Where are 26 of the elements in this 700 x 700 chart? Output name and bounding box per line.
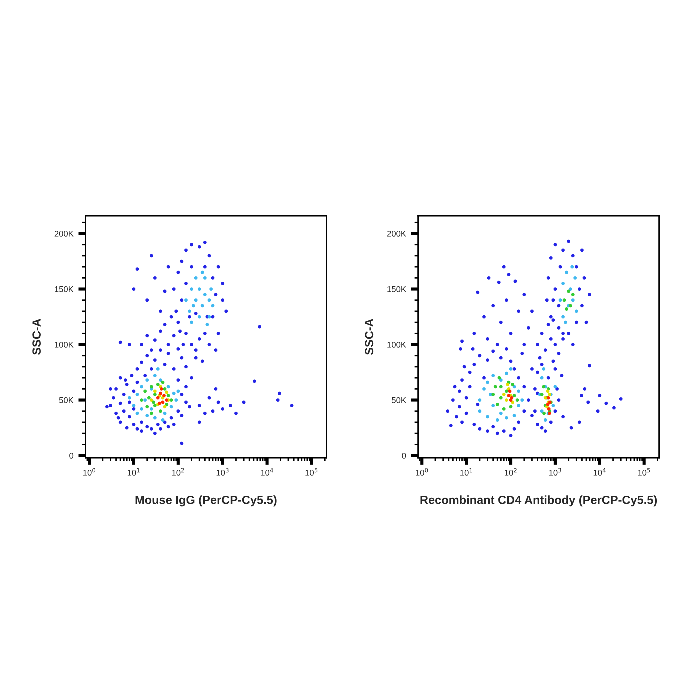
x-tick-label: 10$^{0}$ [416, 468, 428, 476]
x-tick-label: 10$^{0}$ [84, 468, 96, 476]
x-tick-label: 10$^{4}$ [594, 468, 606, 476]
x-tick-label: 10$^{2}$ [504, 468, 517, 476]
x-tick-label: 10$^{5}$ [306, 468, 318, 476]
x-tick-label: 10$^{1}$ [460, 468, 472, 476]
y-tick-label: 50K [392, 397, 406, 404]
x-axis-title: Mouse IgG (PerCP-Cy5.5) [136, 496, 277, 507]
y-tick-label: 100K [388, 342, 406, 348]
x-tick-label: 10$^{5}$ [638, 468, 650, 476]
y-tick-label: 50K [59, 397, 74, 404]
x-tick-label: 10$^{4}$ [261, 468, 274, 476]
y-tick-label: 200K [54, 230, 74, 237]
x-tick-label: 10$^{2}$ [172, 468, 184, 476]
y-tick-label: 0 [70, 452, 74, 459]
y-tick-label: 100K [55, 342, 74, 348]
x-axis-title: Recombinant CD4 Antibody (PerCP-Cy5.5) [420, 496, 658, 507]
y-axis-title: SSC-A [365, 318, 374, 356]
y-tick-label: 0 [402, 452, 406, 459]
x-tick-label: 10$^{3}$ [549, 468, 562, 476]
x-tick-label: 10$^{3}$ [216, 468, 229, 476]
x-tick-label: 10$^{1}$ [128, 468, 140, 476]
y-tick-label: 150K [388, 286, 406, 292]
y-tick-label: 150K [55, 286, 74, 292]
y-axis-title: SSC-A [32, 318, 41, 356]
y-tick-label: 200K [387, 230, 406, 237]
